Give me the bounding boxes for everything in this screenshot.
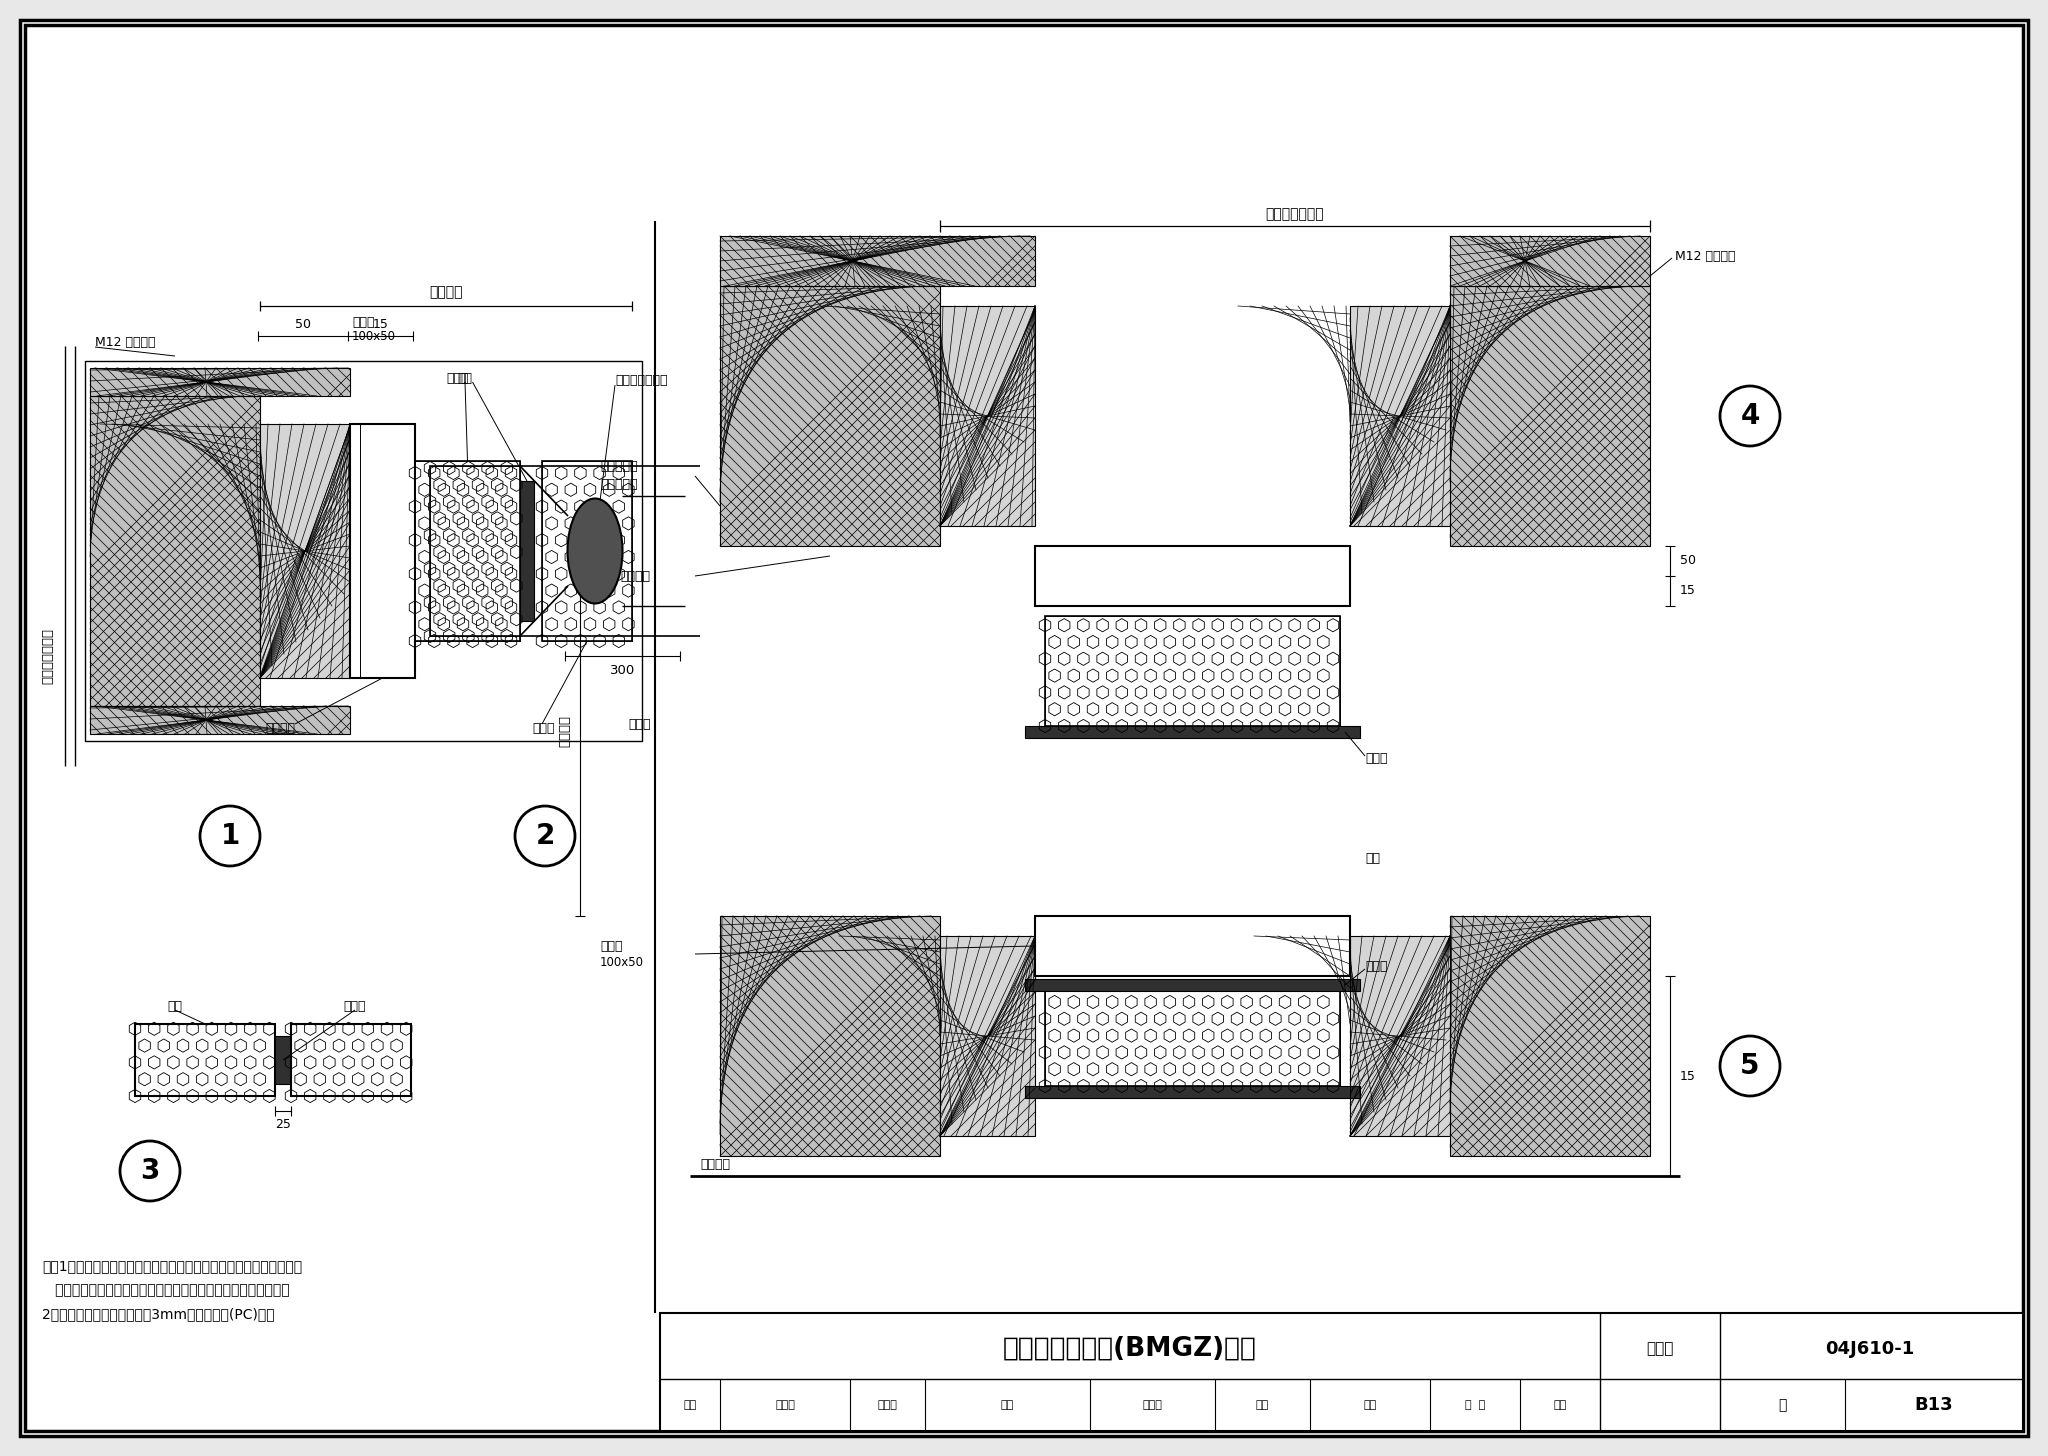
Bar [90,368,350,396]
Bar [543,462,633,641]
Bar [291,1024,412,1096]
Text: 王祖光: 王祖光 [774,1401,795,1409]
Text: 5: 5 [1741,1053,1759,1080]
Text: 密封条: 密封条 [1366,960,1386,973]
Text: 04J610-1: 04J610-1 [1825,1340,1915,1358]
Bar [721,285,940,546]
Bar [90,706,350,734]
Bar [1450,236,1651,285]
Text: 50: 50 [1679,555,1696,568]
Bar [1044,992,1339,1086]
Bar [430,466,520,636]
Bar [940,306,1034,526]
Bar [1350,306,1450,526]
Text: 墙体见项目设计: 墙体见项目设计 [41,628,55,684]
Bar [1024,1086,1360,1098]
Text: 门扇: 门扇 [1366,852,1380,865]
Text: 王力心: 王力心 [877,1401,897,1409]
Text: M12 膨胀锚栓: M12 膨胀锚栓 [1675,249,1735,262]
Text: 50: 50 [295,317,311,331]
Bar [1044,616,1339,727]
Bar [135,1024,274,1096]
Bar [1450,285,1651,546]
Bar [260,424,350,678]
Circle shape [1720,1037,1780,1096]
Circle shape [121,1142,180,1201]
Bar [1044,992,1339,1086]
Bar [416,462,520,641]
Text: 15: 15 [1679,584,1696,597]
Bar [1044,616,1339,727]
Text: 2、门观察窗采光玻璃为双层3mm厚聚碳酸脂(PC)板。: 2、门观察窗采光玻璃为双层3mm厚聚碳酸脂(PC)板。 [43,1307,274,1321]
Text: 审核: 审核 [684,1401,696,1409]
Text: 观察窗: 观察窗 [532,722,555,734]
Text: 密封条: 密封条 [1366,751,1386,764]
Text: 设计: 设计 [1364,1401,1376,1409]
Text: 汪子: 汪子 [1552,1401,1567,1409]
Bar [416,462,520,641]
Text: 木门框: 木门框 [352,316,375,329]
Text: 2: 2 [535,823,555,850]
Text: 1: 1 [221,823,240,850]
Bar [86,361,641,741]
Text: 门扇: 门扇 [168,999,182,1012]
Text: B13: B13 [1915,1396,1954,1414]
Text: 3: 3 [141,1158,160,1185]
Bar [1034,916,1350,976]
Text: 注：1、库门安装时，要注意各部件相互间的关系，反复调整各部件，: 注：1、库门安装时，要注意各部件相互间的关系，反复调整各部件， [43,1259,303,1273]
Text: 钢质自由保温门(BMGZ)详图: 钢质自由保温门(BMGZ)详图 [1004,1337,1257,1361]
Text: 100x50: 100x50 [600,955,643,968]
Text: 墙体见项目设计: 墙体见项目设计 [1266,207,1325,221]
Text: 达到开门灵活，关门时四周门缝严密，直到全部达到设计要求。: 达到开门灵活，关门时四周门缝严密，直到全部达到设计要求。 [43,1283,289,1297]
Text: 黑色成型橡胶条: 黑色成型橡胶条 [614,374,668,387]
Text: 观察窗: 观察窗 [629,718,651,731]
Bar [350,424,416,678]
Text: 门洞宽度: 门洞宽度 [559,715,571,747]
Bar [940,936,1034,1136]
Bar [274,1037,291,1085]
Bar [543,462,633,641]
Text: 门扇: 门扇 [457,371,473,384]
Circle shape [201,807,260,866]
Text: M12 膨胀锚栓: M12 膨胀锚栓 [94,336,156,349]
Text: 洪  森: 洪 森 [1464,1401,1485,1409]
Text: 15: 15 [1679,1070,1696,1082]
Bar [430,466,520,636]
Text: 4: 4 [1741,402,1759,430]
Text: 300: 300 [610,664,635,677]
Text: 少师: 少师 [1255,1401,1268,1409]
Bar [90,396,260,706]
Text: 室内标高: 室内标高 [700,1158,729,1171]
Text: 校对: 校对 [999,1401,1014,1409]
Text: 木门框: 木门框 [600,939,623,952]
Bar [1024,978,1360,992]
Bar [1034,546,1350,606]
Text: 页: 页 [1778,1398,1786,1412]
Ellipse shape [567,498,623,603]
Bar [721,236,1034,285]
Text: 25: 25 [274,1118,291,1131]
Text: 15: 15 [373,317,389,331]
Text: 项目设计定: 项目设计定 [600,478,637,491]
Bar [659,1313,2023,1431]
Text: 门洞过梁由: 门洞过梁由 [600,460,637,473]
Text: 门洞护板: 门洞护板 [621,569,649,582]
Text: 门洞宽度: 门洞宽度 [430,285,463,298]
Bar [1350,936,1450,1136]
Bar [291,1024,412,1096]
Bar [1450,916,1651,1156]
Bar [520,480,535,622]
Bar [135,1024,274,1096]
Text: 100x50: 100x50 [352,331,395,344]
Text: 密封条: 密封条 [446,371,469,384]
Circle shape [514,807,575,866]
Bar [721,916,940,1156]
Text: 密封条: 密封条 [344,999,367,1012]
Text: 图集号: 图集号 [1647,1341,1673,1357]
Text: 李正圈: 李正圈 [1143,1401,1161,1409]
Circle shape [1720,386,1780,446]
Bar [1024,727,1360,738]
Text: 门框护板: 门框护板 [264,722,295,734]
